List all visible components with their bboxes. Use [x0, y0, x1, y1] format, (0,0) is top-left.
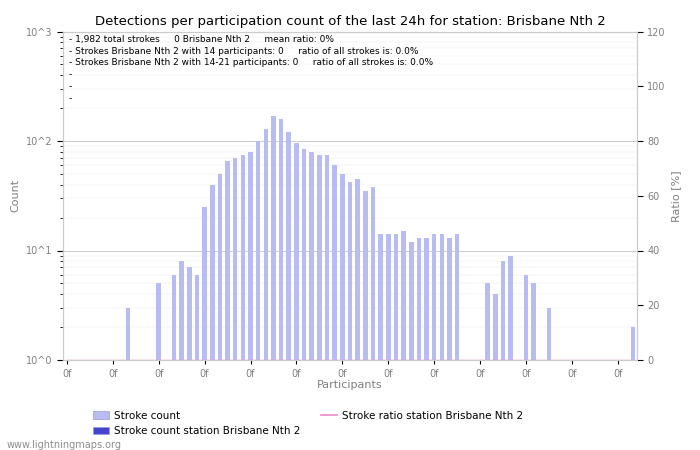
- Bar: [578, 360, 582, 450]
- Bar: [179, 261, 184, 450]
- Bar: [156, 284, 161, 450]
- Bar: [134, 360, 138, 450]
- Bar: [623, 360, 628, 450]
- Bar: [524, 275, 528, 450]
- Bar: [164, 360, 169, 450]
- Bar: [72, 360, 77, 450]
- Bar: [332, 165, 337, 450]
- Bar: [455, 234, 459, 450]
- Bar: [218, 174, 222, 450]
- Bar: [500, 261, 505, 450]
- Bar: [447, 238, 452, 450]
- Bar: [416, 238, 421, 450]
- Bar: [631, 327, 636, 450]
- Bar: [570, 360, 574, 450]
- Title: Detections per participation count of the last 24h for station: Brisbane Nth 2: Detections per participation count of th…: [94, 14, 606, 27]
- Bar: [593, 360, 597, 450]
- Bar: [118, 360, 122, 450]
- Bar: [225, 162, 230, 450]
- Bar: [325, 155, 329, 450]
- Bar: [148, 360, 153, 450]
- Bar: [440, 234, 444, 450]
- Bar: [271, 116, 276, 450]
- Bar: [516, 360, 521, 450]
- Bar: [256, 141, 260, 450]
- Bar: [111, 360, 115, 450]
- Bar: [126, 308, 130, 450]
- Bar: [409, 242, 414, 450]
- Bar: [248, 152, 253, 450]
- Bar: [241, 155, 245, 450]
- Bar: [601, 360, 605, 450]
- Bar: [371, 187, 375, 450]
- Bar: [424, 238, 429, 450]
- Legend: Stroke count, Stroke count station Brisbane Nth 2, Stroke ratio station Brisbane: Stroke count, Stroke count station Brisb…: [89, 407, 528, 440]
- Bar: [309, 152, 314, 450]
- Bar: [202, 207, 207, 450]
- Bar: [562, 360, 566, 450]
- Text: www.lightningmaps.org: www.lightningmaps.org: [7, 440, 122, 450]
- Bar: [470, 360, 475, 450]
- Bar: [547, 308, 552, 450]
- Bar: [187, 267, 192, 450]
- Bar: [585, 360, 589, 450]
- Bar: [356, 179, 360, 450]
- Bar: [539, 360, 544, 450]
- Bar: [286, 132, 291, 450]
- Bar: [615, 360, 620, 450]
- Bar: [378, 234, 383, 450]
- Bar: [608, 360, 612, 450]
- Bar: [531, 284, 536, 450]
- Bar: [393, 234, 398, 450]
- Bar: [80, 360, 85, 450]
- Bar: [95, 360, 99, 450]
- Bar: [233, 158, 237, 450]
- Bar: [478, 360, 482, 450]
- Y-axis label: Ratio [%]: Ratio [%]: [671, 170, 682, 221]
- Bar: [263, 129, 268, 450]
- X-axis label: Participants: Participants: [317, 380, 383, 391]
- Bar: [103, 360, 107, 450]
- Bar: [294, 144, 299, 450]
- Bar: [302, 149, 307, 450]
- Bar: [554, 360, 559, 450]
- Bar: [88, 360, 92, 450]
- Bar: [493, 294, 498, 450]
- Bar: [141, 360, 146, 450]
- Bar: [195, 275, 200, 450]
- Bar: [386, 234, 391, 450]
- Bar: [279, 119, 284, 450]
- Bar: [317, 155, 322, 450]
- Bar: [401, 231, 406, 450]
- Bar: [172, 275, 176, 450]
- Bar: [340, 174, 344, 450]
- Text: - 1,982 total strokes     0 Brisbane Nth 2     mean ratio: 0%
- Strokes Brisbane: - 1,982 total strokes 0 Brisbane Nth 2 m…: [69, 35, 433, 103]
- Bar: [508, 256, 513, 450]
- Bar: [363, 191, 368, 450]
- Bar: [348, 182, 352, 450]
- Bar: [463, 360, 467, 450]
- Bar: [486, 284, 490, 450]
- Y-axis label: Count: Count: [10, 179, 20, 212]
- Bar: [432, 234, 437, 450]
- Bar: [64, 360, 69, 450]
- Bar: [210, 184, 214, 450]
